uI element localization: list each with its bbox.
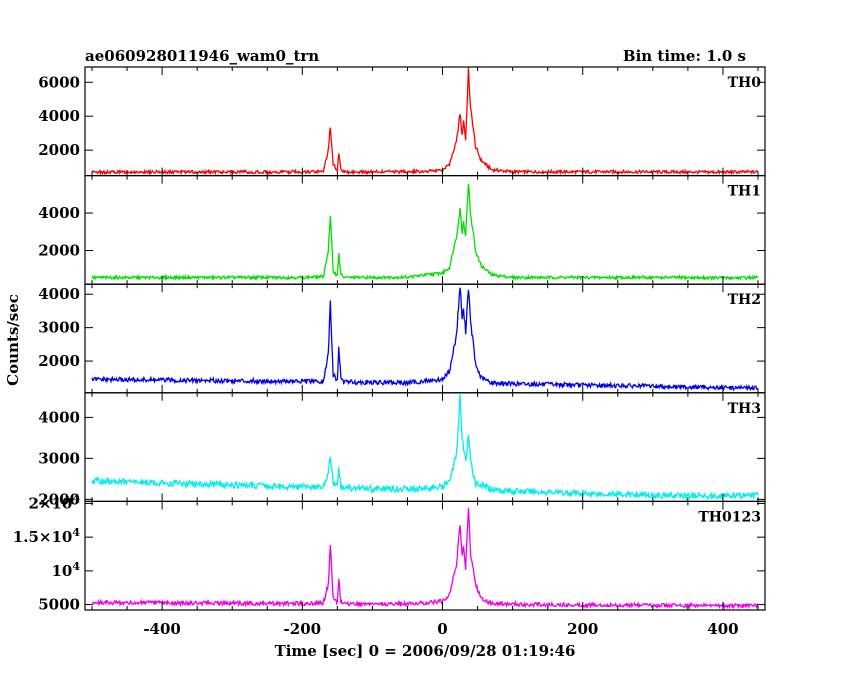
y-tick-label: 4000 [38,285,80,303]
bin-time-label: Bin time: 1.0 s [623,47,746,65]
y-tick-label: 3000 [38,319,80,337]
y-tick-label: 4000 [38,408,80,426]
panel-th0: 2000 4000 6000 TH0 [38,66,766,177]
panel-th2: 2000 3000 4000 TH2 [38,283,766,394]
x-tick-label: -400 [143,620,181,638]
panel-frame [84,500,766,611]
y-tick-label: 2000 [38,141,80,159]
x-axis-label: Time [sec] 0 = 2006/09/28 01:19:46 [275,642,576,660]
x-tick-label: 200 [567,620,598,638]
x-axis: -400 -200 0 200 400 [143,620,738,638]
y-tick-label: 1.5×104 [13,526,81,546]
y-tick-label: 2000 [38,241,80,259]
panel-label: TH1 [728,184,761,200]
series-line-th0 [91,67,759,176]
panel-frame [84,66,766,177]
y-axis-label: Counts/sec [4,294,22,386]
y-tick-label: 3000 [38,449,80,467]
y-tick-label: 4000 [38,107,80,125]
series-line-th0123 [91,507,759,610]
x-tick-label: -200 [284,620,322,638]
panel-frame [84,283,766,394]
panel-label: TH0123 [698,509,761,525]
panel-th3: 2000 3000 4000 TH3 [38,392,766,508]
y-tick-label: 104 [51,560,80,580]
panel-label: TH3 [728,401,761,417]
panel-th1: 2000 4000 TH1 [38,175,766,285]
series-line-th1 [91,183,759,282]
x-tick-label: 0 [437,620,447,638]
y-tick-label: 6000 [38,73,80,91]
panels-group: 2000 4000 6000 TH0 2000 4000 TH1 2000 3000 4000 TH… [13,66,766,614]
panel-frame [84,175,766,285]
panel-label: TH0 [728,75,762,91]
panel-th0123: 5000 104 1.5×104 2×104 TH0123 [13,492,766,614]
y-tick-label: 4000 [38,204,80,222]
series-line-th3 [91,394,759,501]
y-tick-label: 2000 [38,490,80,508]
series-line-th2 [91,287,759,392]
chart-title: ae060928011946_wam0_trn [85,47,319,65]
y-tick-label: 2000 [38,352,80,370]
x-tick-label: 400 [707,620,738,638]
y-tick-label: 5000 [38,596,80,614]
panel-label: TH2 [728,292,761,308]
y-tick-label: 2×104 [28,492,80,512]
